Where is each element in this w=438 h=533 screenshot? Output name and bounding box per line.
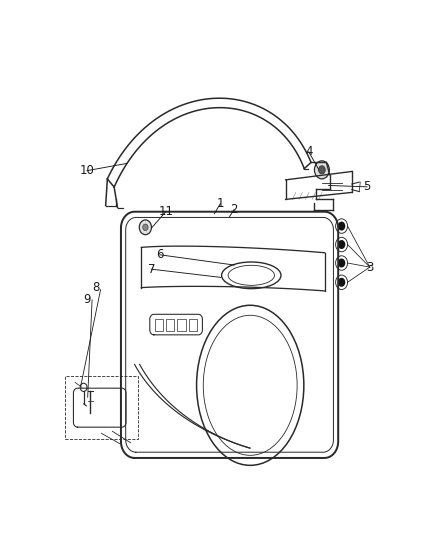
Circle shape	[338, 240, 345, 249]
Text: 4: 4	[305, 146, 312, 158]
Text: 7: 7	[148, 263, 155, 276]
Circle shape	[338, 259, 345, 268]
Bar	[155, 319, 163, 331]
Circle shape	[314, 161, 329, 179]
Circle shape	[139, 220, 152, 235]
Bar	[189, 319, 198, 331]
Text: 9: 9	[83, 294, 91, 306]
Text: 10: 10	[80, 164, 95, 177]
Bar	[65, 376, 138, 440]
Text: 11: 11	[158, 205, 173, 218]
Bar	[166, 319, 174, 331]
Text: 3: 3	[366, 261, 374, 273]
Text: 1: 1	[217, 197, 224, 210]
Circle shape	[338, 222, 345, 231]
Text: 6: 6	[156, 248, 164, 261]
Circle shape	[338, 278, 345, 287]
Text: 5: 5	[364, 180, 371, 193]
Bar	[177, 319, 186, 331]
Text: 8: 8	[92, 281, 99, 294]
Text: 2: 2	[230, 203, 238, 216]
Circle shape	[143, 224, 148, 231]
Circle shape	[318, 166, 325, 174]
